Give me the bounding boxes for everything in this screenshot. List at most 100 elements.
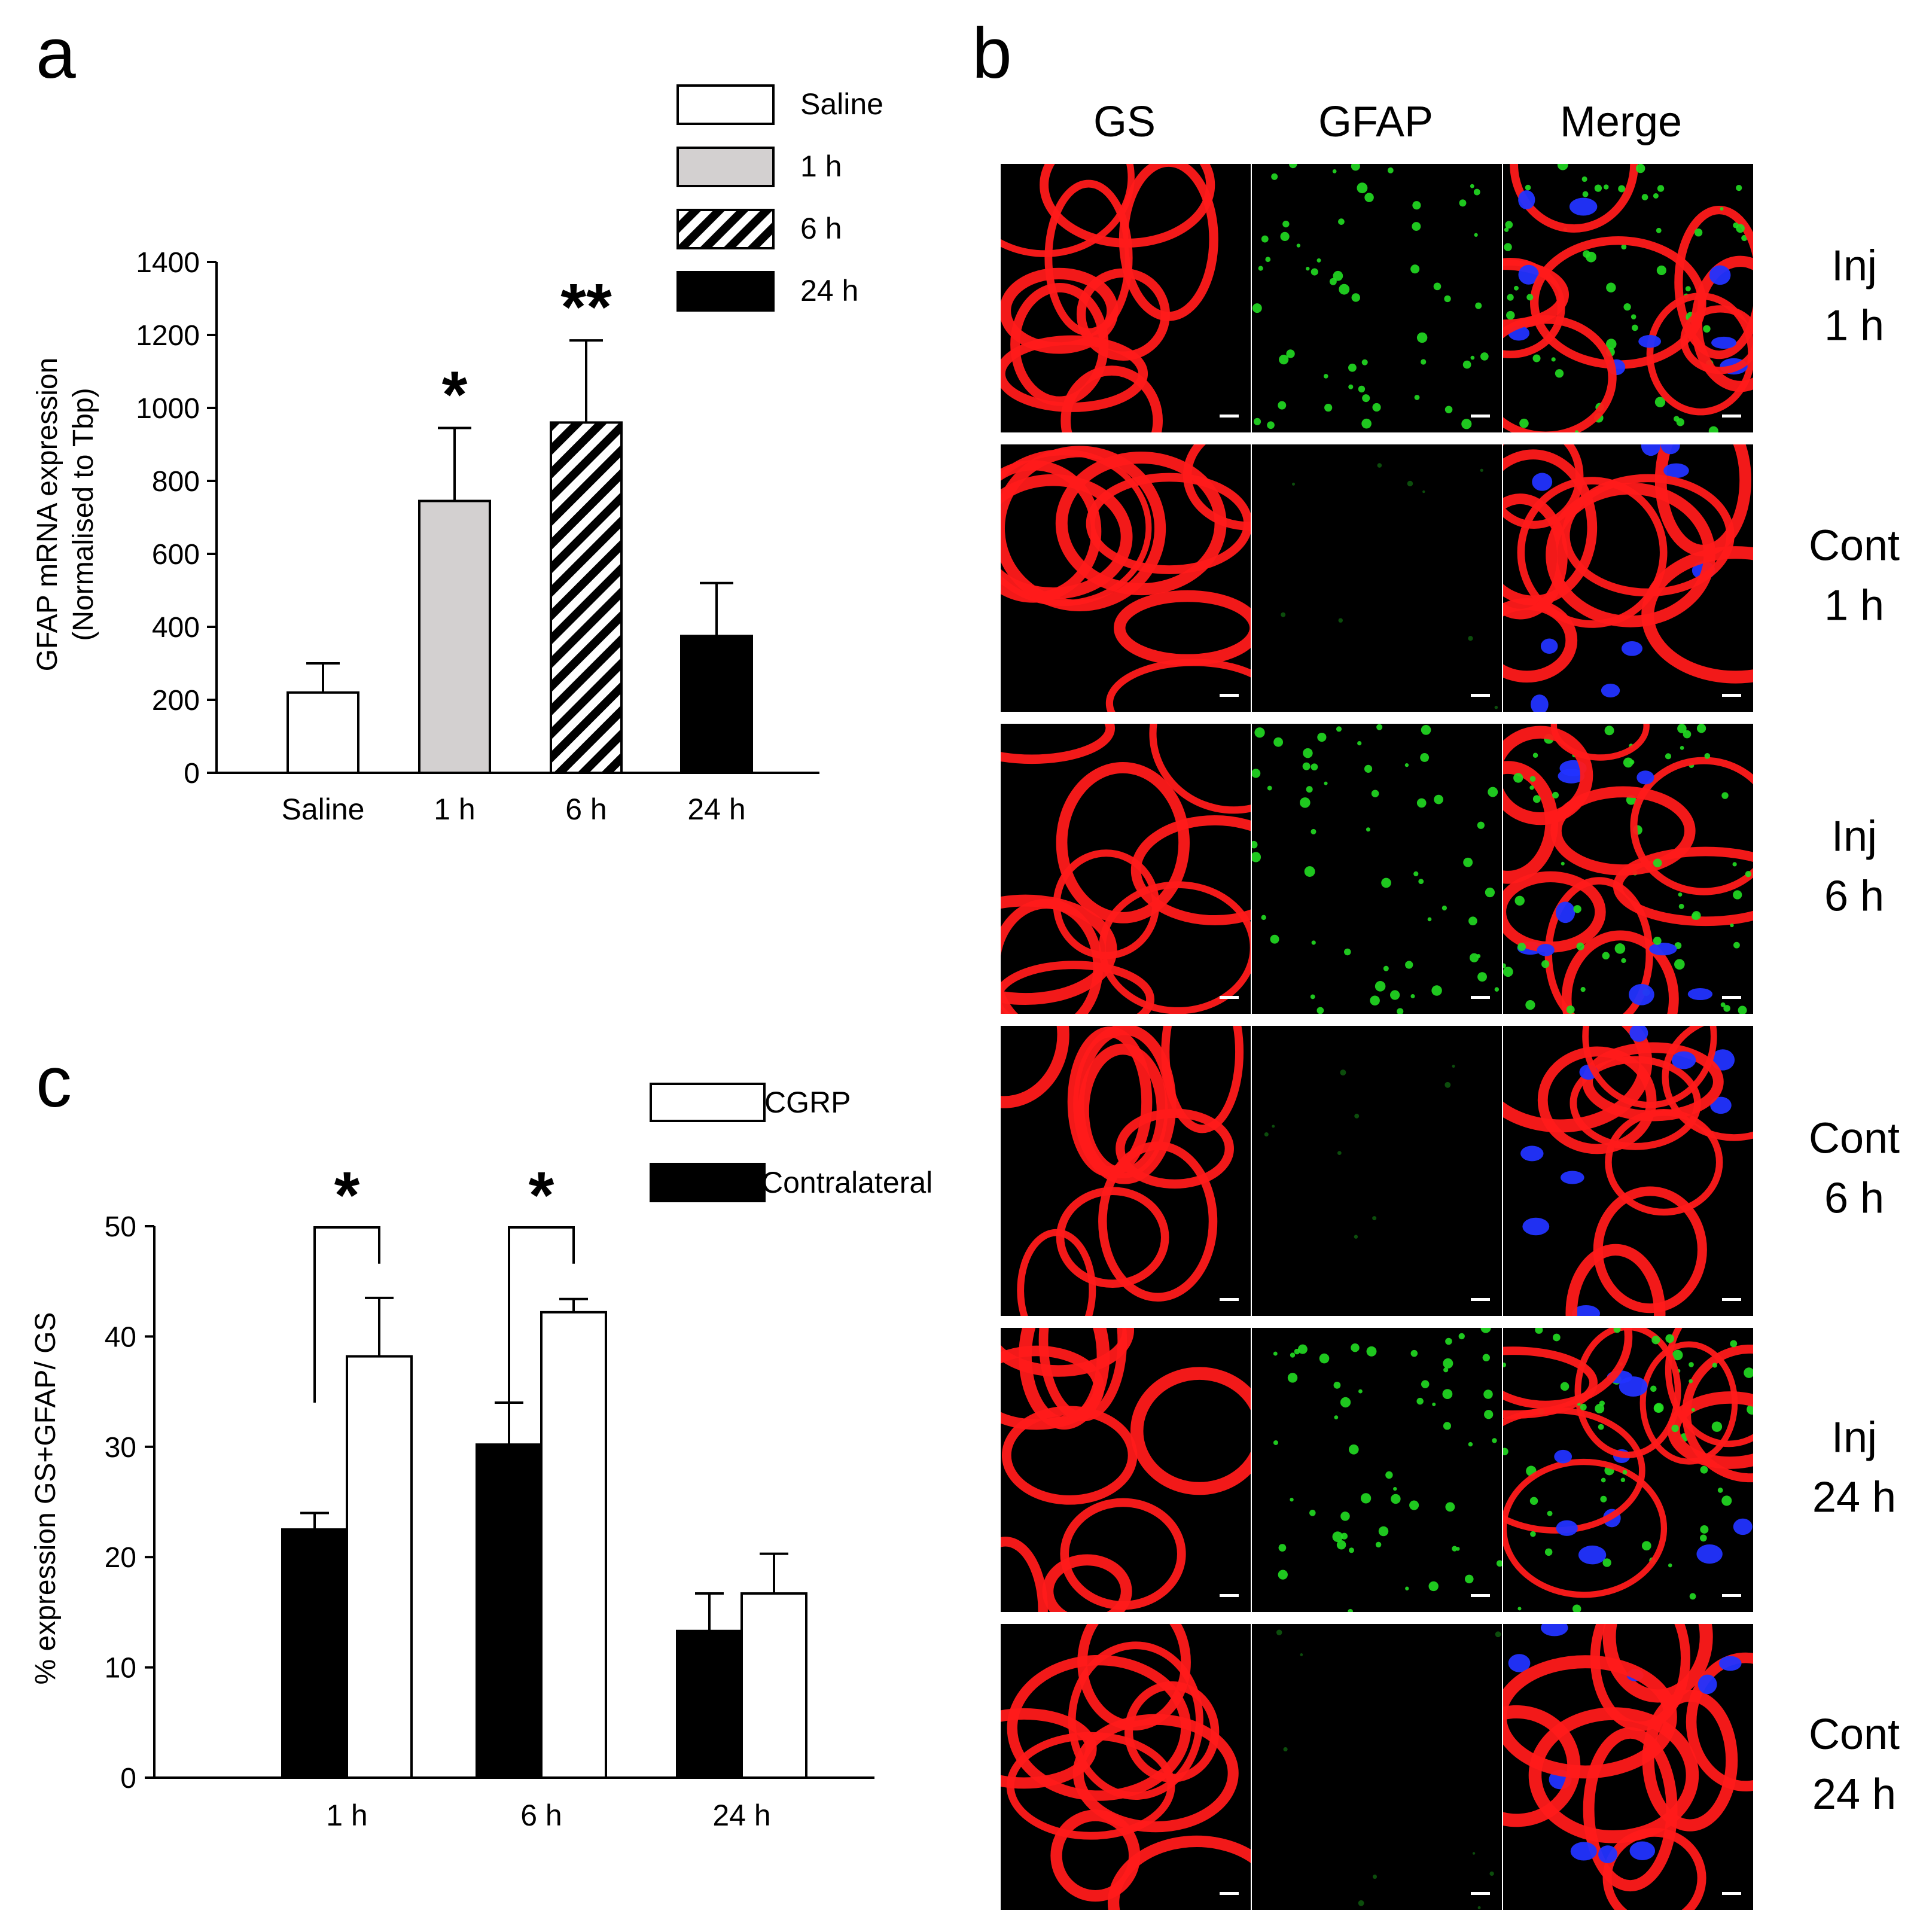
gfap-signal [1410,1349,1418,1357]
micrograph-signal [1503,164,1753,432]
gfap-signal [1730,923,1734,928]
gfap-signal [1452,1065,1455,1068]
gfap-signal [1397,1008,1404,1014]
gfap-signal [1665,1334,1674,1343]
gfap-signal [1442,905,1447,911]
gs-signal [1130,815,1251,925]
chart-a-bar-2 [418,499,491,774]
gfap-signal [1336,726,1342,732]
nucleus-signal [1540,638,1558,654]
gfap-signal [1711,1421,1723,1432]
gfap-signal [1323,374,1328,379]
nucleus-signal [1687,988,1713,1001]
gfap-signal [1421,725,1431,735]
gfap-signal [1529,776,1536,782]
micrograph-signal [1252,164,1489,429]
gs-signal [1107,1835,1251,1910]
gfap-signal [1485,887,1495,898]
gfap-signal [1283,1747,1288,1752]
gfap-signal [1431,985,1442,996]
gfap-signal [1357,182,1368,194]
gfap-signal [1371,790,1379,797]
gfap-signal [1602,952,1610,960]
gfap-signal [1444,406,1453,414]
gfap-signal [1651,1336,1660,1345]
chart-a-y-tick-label: 0 [184,758,200,790]
nucleus-signal [1649,942,1677,956]
gfap-signal [1383,965,1389,971]
micrograph-row-label-condition: Cont [1809,1711,1900,1759]
gfap-signal [1732,862,1737,867]
nucleus-signal [1641,444,1661,456]
gfap-signal [1525,184,1531,191]
chart-c-x-tick-label: 1 h [326,1799,368,1832]
gfap-signal [1689,1362,1694,1367]
gfap-signal [1279,354,1289,365]
gfap-signal [1606,282,1616,292]
gs-signal [1044,179,1133,336]
nucleus-signal [1696,1544,1723,1564]
gs-signal [1001,1328,1134,1377]
gfap-signal [1422,490,1425,493]
gfap-signal [1484,1410,1494,1419]
gfap-signal [1292,482,1296,486]
micrograph-signal [1001,1328,1251,1612]
chart-c-significance-marker: * [334,1159,360,1232]
gfap-signal [1265,257,1271,263]
gfap-signal [1470,355,1475,360]
gs-signal [1680,305,1753,374]
gfap-signal [1273,1351,1278,1356]
gfap-signal [1529,785,1534,790]
micrograph-row-label-time: 6 h [1824,873,1884,921]
gfap-signal [1470,184,1474,188]
gfap-signal [1297,1344,1308,1354]
gfap-signal [1463,857,1473,867]
gfap-signal [1351,293,1360,302]
gfap-signal [1427,917,1432,922]
gfap-signal [1324,403,1333,412]
scale-bar [1722,694,1741,697]
micrograph-row-label-time: 24 h [1812,1771,1896,1818]
gfap-signal [1252,852,1261,863]
micrograph-row-label-condition: Inj [1831,1414,1877,1462]
gs-signal [1503,1328,1633,1409]
chart-a-legend-label: 1 h [800,150,842,183]
gfap-signal [1414,395,1420,400]
nucleus-signal [1709,265,1731,285]
gs-signal [1010,282,1109,406]
gfap-signal [1513,773,1523,783]
nucleus-signal [1537,943,1555,956]
micrograph-background [1252,1328,1502,1612]
gfap-signal [1372,1875,1378,1879]
gfap-signal [1361,418,1372,429]
scale-bar [1471,996,1490,999]
gfap-signal [1730,1340,1738,1348]
gfap-signal [1360,1493,1372,1504]
gfap-signal [1364,764,1373,773]
gfap-signal [1712,1363,1717,1368]
gfap-signal [1272,1125,1275,1128]
gfap-signal [1613,1328,1621,1333]
gfap-signal [1412,222,1421,231]
micrograph-row-label-condition: Cont [1809,1115,1900,1163]
gfap-signal [1300,797,1311,808]
gs-signal [1056,1187,1169,1288]
gfap-signal [1434,794,1443,805]
gfap-signal [1300,1653,1303,1656]
gfap-signal [1254,727,1265,738]
micrograph-column-header: Merge [1560,98,1682,146]
nucleus-signal [1636,770,1654,785]
gfap-signal [1337,1151,1342,1156]
scale-bar [1471,1594,1490,1597]
chart-a: GFAP mRNA expression (Normalised to Tbp)… [32,84,883,826]
gfap-signal [1289,164,1297,169]
chart-a-legend-swatch [676,271,775,312]
chart-c-legend-swatch [650,1163,766,1202]
gfap-signal [1514,895,1525,906]
gfap-signal [1361,359,1368,365]
gs-signal [1662,1026,1753,1141]
gfap-signal [1635,164,1645,173]
scale-bar [1471,694,1490,697]
gfap-signal [1358,1900,1364,1906]
